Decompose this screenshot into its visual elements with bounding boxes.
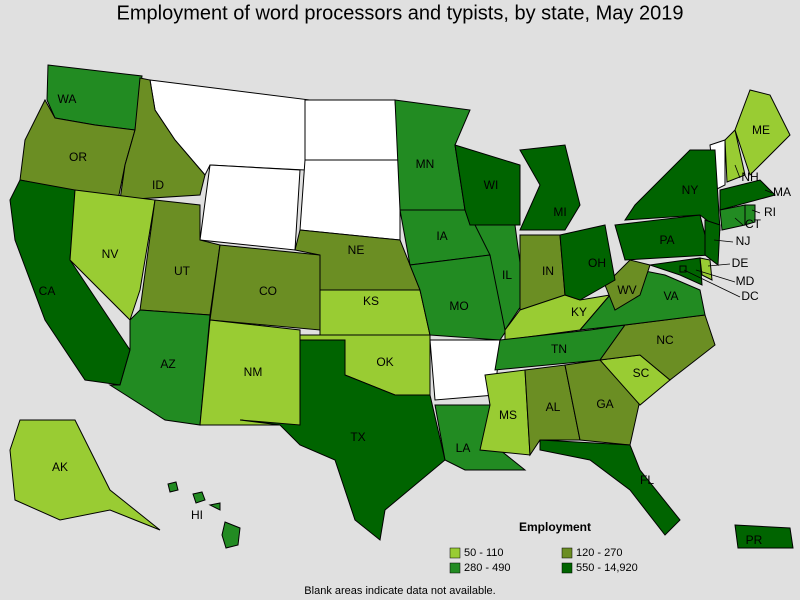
state xyxy=(474,224,526,332)
state-label: NC xyxy=(656,333,674,347)
leader-line xyxy=(713,239,734,243)
state xyxy=(719,179,776,211)
state-label: IA xyxy=(436,229,447,243)
state-label: LA xyxy=(456,441,471,455)
state-label: MN xyxy=(416,157,435,171)
legend-swatch xyxy=(449,562,461,574)
state-label: DC xyxy=(741,289,759,303)
state-blank xyxy=(199,164,301,251)
state-label: OR xyxy=(69,150,87,164)
state xyxy=(208,502,221,511)
states xyxy=(9,64,794,549)
state xyxy=(734,524,794,549)
legend: 50 - 110 120 - 270 280 - 490 550 - 14,920 xyxy=(449,547,638,574)
state-label: VA xyxy=(663,289,678,303)
state-label: MO xyxy=(449,299,468,313)
state-labels: WA OR CA ID NV UT AZ CO NM NE KS OK TX MN IA MO LA WI IL MI… xyxy=(39,92,791,547)
state-label: CT xyxy=(745,217,762,231)
leader-line xyxy=(695,269,736,283)
state-label: MI xyxy=(553,205,566,219)
state-label: CO xyxy=(259,284,277,298)
state-label: SC xyxy=(633,366,650,380)
state-label: NV xyxy=(102,247,119,261)
state-label: KY xyxy=(571,305,587,319)
state xyxy=(167,481,179,493)
legend-swatch xyxy=(561,562,573,574)
state-label: WA xyxy=(58,92,77,106)
footnote: Blank areas indicate data not available. xyxy=(304,585,495,597)
state xyxy=(519,144,581,231)
state-blank xyxy=(304,99,401,161)
state xyxy=(734,89,791,176)
state xyxy=(604,259,651,311)
state xyxy=(679,265,687,273)
state xyxy=(524,364,581,457)
state xyxy=(479,369,531,456)
state-label: AK xyxy=(52,460,68,474)
state xyxy=(539,439,681,536)
leader-line xyxy=(683,269,741,298)
state xyxy=(719,204,746,231)
legend-title: Employment xyxy=(519,520,591,534)
leader-line xyxy=(734,217,744,226)
state-label: OH xyxy=(588,256,606,270)
state-label: MA xyxy=(773,185,791,199)
state-label: WI xyxy=(484,178,499,192)
state-label: MD xyxy=(736,274,755,288)
state-label: NY xyxy=(682,183,699,197)
state-label: GA xyxy=(596,397,613,411)
blank-states xyxy=(149,79,726,401)
legend-label: 120 - 270 xyxy=(576,547,622,559)
state-blank xyxy=(299,159,401,241)
state-label: WV xyxy=(617,283,636,297)
state-label: CA xyxy=(39,284,56,298)
state-label: UT xyxy=(174,264,191,278)
state xyxy=(221,521,241,549)
legend-label: 50 - 110 xyxy=(464,547,504,559)
leader-line xyxy=(734,164,741,179)
state xyxy=(649,257,703,286)
state-label: PR xyxy=(746,533,763,547)
legend-label: 550 - 14,920 xyxy=(576,562,638,574)
state xyxy=(192,491,206,504)
legend-label: 280 - 490 xyxy=(464,562,510,574)
map-title: Employment of word processors and typist… xyxy=(117,2,684,24)
state-label: RI xyxy=(764,205,776,219)
state-label: MS xyxy=(499,408,517,422)
state-label: TX xyxy=(350,430,365,444)
state-label: PA xyxy=(659,233,674,247)
state-label: OK xyxy=(376,355,393,369)
state-label: AZ xyxy=(160,357,175,371)
state xyxy=(559,224,616,301)
state-label: DE xyxy=(732,256,749,270)
state xyxy=(69,189,156,321)
legend-swatch xyxy=(561,547,573,559)
leader-line xyxy=(764,189,773,194)
legend-swatch xyxy=(449,547,461,559)
state-label: HI xyxy=(191,508,203,522)
state-label: NM xyxy=(244,365,263,379)
state-label: AL xyxy=(546,400,561,414)
state-label: FL xyxy=(640,473,654,487)
state-label: NE xyxy=(348,243,365,257)
leader-line xyxy=(707,263,731,267)
state-label: ID xyxy=(152,178,164,192)
state xyxy=(239,339,446,541)
state xyxy=(119,77,206,201)
state xyxy=(9,419,161,531)
state-label: NJ xyxy=(736,234,751,248)
state xyxy=(724,129,746,183)
state-label: IN xyxy=(542,264,554,278)
state-label: TN xyxy=(551,342,567,356)
state-label: IL xyxy=(502,268,512,282)
leader-line xyxy=(751,209,761,214)
state-label: ME xyxy=(752,123,770,137)
state-label: KS xyxy=(363,294,379,308)
state-label: NH xyxy=(741,170,758,184)
